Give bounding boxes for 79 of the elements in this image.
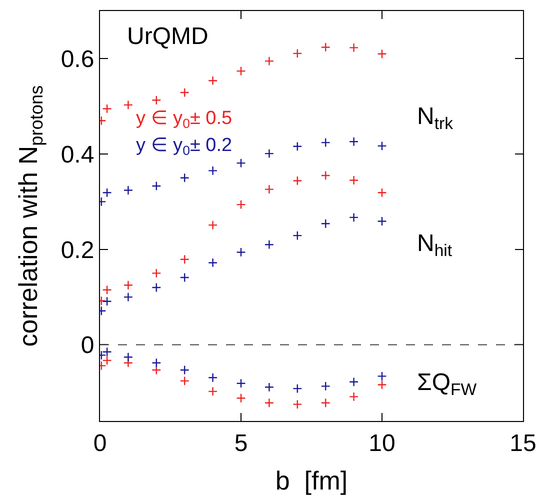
point [236, 393, 246, 403]
point [349, 42, 359, 53]
x-tick-label: 5 [234, 430, 248, 457]
point [152, 95, 162, 105]
point [123, 185, 133, 196]
point [264, 148, 274, 158]
point [102, 356, 112, 366]
point [180, 272, 190, 282]
point [292, 400, 302, 410]
point [208, 372, 218, 382]
point [377, 380, 387, 390]
point [349, 392, 359, 402]
point [180, 88, 190, 98]
point [123, 352, 133, 362]
point [208, 166, 218, 176]
point [208, 76, 218, 86]
point [349, 212, 359, 222]
point [292, 230, 302, 240]
point [123, 280, 133, 290]
point [264, 382, 274, 392]
point [236, 378, 246, 388]
point [264, 240, 274, 250]
point [320, 138, 330, 148]
annotation: N$_{hit}$ [417, 230, 452, 260]
point [180, 254, 190, 264]
point [292, 176, 302, 186]
point [236, 158, 246, 168]
annotation: UrQMD [127, 23, 208, 50]
x-axis-title: b [fm] [275, 466, 348, 496]
point [180, 173, 190, 183]
point [320, 170, 330, 180]
point [377, 49, 387, 59]
point [102, 188, 112, 198]
point [102, 104, 112, 114]
point [236, 66, 246, 76]
point [236, 200, 246, 210]
point [102, 347, 112, 357]
x-tick-label: 15 [510, 430, 536, 457]
point [152, 268, 162, 278]
y-tick-label: 0.2 [60, 236, 94, 264]
point [377, 371, 387, 381]
series-label: y ∈ y$_{0}$± 0.5 [136, 108, 232, 131]
point [320, 398, 330, 408]
point [102, 296, 112, 306]
point [102, 285, 112, 295]
y-tick-label: 0.6 [60, 46, 94, 74]
point [208, 220, 218, 230]
point [264, 56, 274, 66]
series-label: y ∈ y$_{0}$± 0.2 [136, 135, 232, 158]
point [180, 376, 190, 386]
point [349, 175, 359, 186]
point [180, 365, 190, 375]
point [152, 282, 162, 292]
point [264, 398, 274, 408]
point [349, 377, 359, 387]
point [292, 142, 302, 152]
y-tick-label: 0 [80, 332, 94, 360]
point [320, 218, 330, 228]
point [292, 48, 302, 58]
point [152, 358, 162, 368]
x-tick-label: 10 [368, 430, 396, 457]
point [377, 216, 387, 226]
annotation: ΣQ$_{FW}$ [417, 369, 477, 400]
point [208, 386, 218, 396]
point [152, 365, 162, 375]
point [123, 100, 133, 110]
point [320, 42, 330, 52]
annotation: N$_{trk}$ [417, 103, 454, 134]
point [349, 136, 359, 146]
point [320, 381, 330, 391]
point [377, 141, 387, 151]
point [208, 258, 218, 268]
point [236, 247, 246, 258]
point [123, 292, 133, 302]
point [152, 181, 162, 191]
point [377, 188, 387, 198]
point [292, 384, 302, 394]
point [264, 184, 274, 194]
y-tick-label: 0.4 [60, 141, 94, 168]
